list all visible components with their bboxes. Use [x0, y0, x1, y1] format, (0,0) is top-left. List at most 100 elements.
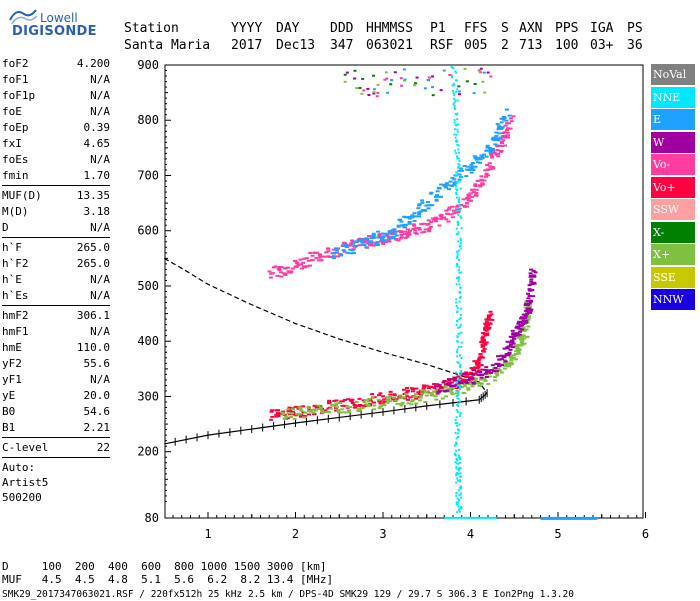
- data-point: [527, 294, 532, 297]
- data-point: [403, 236, 408, 239]
- data-point: [377, 234, 382, 237]
- x-tick-label: 5: [554, 527, 561, 541]
- data-point: [410, 216, 415, 219]
- data-point: [484, 172, 489, 175]
- data-point: [460, 271, 463, 274]
- data-point: [506, 134, 511, 137]
- data-point: [500, 142, 505, 145]
- data-point: [455, 209, 458, 212]
- data-point: [462, 165, 467, 168]
- data-point: [361, 399, 366, 402]
- data-point: [283, 273, 288, 276]
- data-point: [456, 257, 459, 260]
- param-row: h`F 265.0: [2, 240, 110, 256]
- data-point: [523, 302, 528, 305]
- data-point: [469, 166, 474, 169]
- param-row: foE N/A: [2, 104, 110, 120]
- param-value: N/A: [90, 373, 110, 386]
- data-point: [493, 379, 498, 382]
- data-point: [427, 204, 432, 207]
- data-point: [527, 307, 532, 310]
- data-point: [516, 325, 521, 328]
- data-point: [417, 215, 422, 218]
- data-point: [320, 411, 325, 414]
- data-point: [317, 253, 322, 256]
- data-point: [384, 71, 388, 74]
- data-point: [353, 69, 357, 72]
- param-value: 13.35: [76, 189, 110, 202]
- data-point: [485, 322, 490, 325]
- data-point: [405, 395, 410, 398]
- data-point: [483, 327, 488, 330]
- data-point: [380, 402, 385, 405]
- data-point: [511, 356, 516, 359]
- data-point: [476, 361, 481, 364]
- data-point: [290, 267, 295, 270]
- data-point: [506, 122, 511, 125]
- footer-info: SMK29_2017347063021.RSF / 220fx512h 25 k…: [2, 589, 574, 600]
- data-point: [498, 369, 503, 372]
- data-point: [269, 410, 274, 413]
- data-point: [362, 89, 366, 92]
- data-point: [474, 192, 479, 195]
- data-point: [283, 267, 288, 270]
- data-point: [481, 335, 486, 338]
- data-point: [493, 143, 498, 146]
- data-point: [302, 416, 307, 419]
- data-point: [416, 392, 421, 395]
- param-row: foF1 N/A: [2, 72, 110, 88]
- data-point: [302, 257, 307, 260]
- data-point: [450, 216, 455, 219]
- data-point: [479, 154, 484, 157]
- data-point: [457, 221, 460, 224]
- data-point: [318, 407, 323, 410]
- data-point: [484, 341, 489, 344]
- data-point: [406, 398, 411, 401]
- data-point: [447, 382, 452, 385]
- data-point: [463, 67, 467, 70]
- data-point: [499, 364, 504, 367]
- data-point: [406, 215, 411, 218]
- data-point: [421, 384, 426, 387]
- data-point: [324, 411, 329, 414]
- data-point: [461, 380, 466, 383]
- data-point: [267, 270, 272, 273]
- data-point: [432, 383, 437, 386]
- data-point: [517, 348, 522, 351]
- data-point: [418, 396, 423, 399]
- data-point: [516, 336, 521, 339]
- data-point: [458, 386, 461, 389]
- data-point: [385, 401, 390, 404]
- data-point: [512, 354, 517, 357]
- data-point: [292, 418, 297, 421]
- data-point: [439, 195, 444, 198]
- data-point: [429, 191, 434, 194]
- data-point: [531, 269, 536, 272]
- data-point: [509, 120, 514, 123]
- data-point: [370, 396, 375, 399]
- data-point: [301, 411, 306, 414]
- param-value: N/A: [90, 325, 110, 338]
- data-point: [458, 325, 461, 328]
- data-point: [334, 249, 339, 252]
- data-point: [451, 66, 454, 69]
- data-point: [457, 258, 460, 261]
- data-point: [452, 82, 455, 85]
- data-point: [442, 185, 447, 188]
- data-point: [477, 184, 482, 187]
- param-separator: [2, 237, 110, 238]
- data-point: [456, 397, 459, 400]
- data-point: [452, 67, 455, 70]
- param-label: D: [2, 221, 9, 234]
- data-point: [468, 199, 473, 202]
- data-point: [516, 350, 521, 353]
- data-point: [406, 402, 411, 405]
- data-point: [352, 406, 357, 409]
- param-label: hmE: [2, 341, 22, 354]
- data-point: [486, 382, 491, 385]
- profile-dashed: [163, 257, 488, 394]
- data-point: [483, 372, 488, 375]
- data-point: [430, 86, 434, 89]
- data-point: [438, 214, 443, 217]
- data-point: [398, 397, 403, 400]
